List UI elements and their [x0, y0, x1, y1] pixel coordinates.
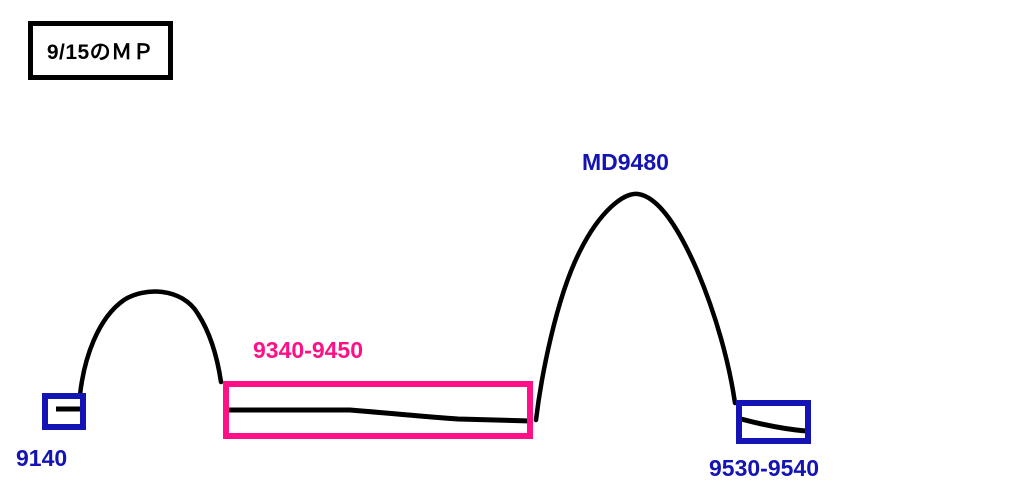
mid-range-label: 9340-9450	[253, 337, 363, 363]
close-range-label: 9530-9540	[709, 455, 819, 481]
mid-range-box	[223, 381, 533, 439]
close-range-box	[736, 400, 811, 444]
close-box-line	[740, 416, 807, 434]
title-text: 9/15のＭＰ	[46, 40, 155, 64]
peak-level-label: MD9480	[582, 149, 669, 175]
title-box: 9/15のＭＰ	[28, 21, 173, 80]
open-range-box	[42, 393, 86, 430]
open-level-label: 9140	[16, 445, 68, 471]
first-hump-curve	[77, 289, 224, 398]
main-hump-curve	[533, 191, 738, 423]
mid-range-line	[227, 407, 532, 424]
